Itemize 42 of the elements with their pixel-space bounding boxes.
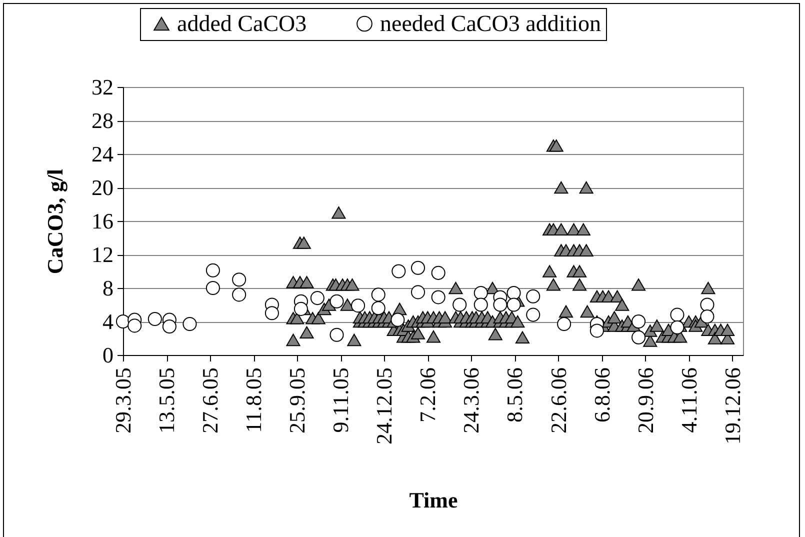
point xyxy=(162,320,176,334)
y-tick-label: 20 xyxy=(92,175,114,200)
point xyxy=(390,312,405,327)
x-tick-label: 19.12.06 xyxy=(720,368,745,444)
point xyxy=(182,317,197,332)
x-tick-label: 4.11.06 xyxy=(676,368,702,433)
x-tick-label: 27.6.05 xyxy=(198,368,223,434)
x-tick-label: 7.2.06 xyxy=(415,368,440,422)
x-tick-label: 24.3.06 xyxy=(458,368,484,434)
x-tick-label: 6.8.06 xyxy=(589,368,614,422)
x-tick-label: 8.5.06 xyxy=(502,368,528,422)
y-tick-label: 8 xyxy=(102,276,114,300)
y-tick-label: 0 xyxy=(102,342,114,368)
y-tick-label: 24 xyxy=(92,142,114,166)
point xyxy=(700,309,714,324)
point xyxy=(206,280,220,296)
legend-label: added CaCO3 xyxy=(177,10,307,36)
x-tick-label: 20.9.06 xyxy=(632,368,658,434)
x-tick-label: 22.6.06 xyxy=(546,368,571,434)
y-tick-label: 28 xyxy=(92,108,114,133)
legend-label: needed CaCO3 addition xyxy=(380,10,602,36)
y-tick-label: 4 xyxy=(102,309,114,334)
point xyxy=(506,298,521,312)
point xyxy=(632,314,646,329)
x-tick-label: 29.3.05 xyxy=(110,368,136,434)
point xyxy=(264,306,279,320)
x-tick-label: 25.9.05 xyxy=(284,368,310,434)
point xyxy=(670,320,684,334)
x-axis-title: Time xyxy=(409,488,458,512)
x-tick-label: 11.8.05 xyxy=(241,368,266,433)
point xyxy=(128,318,142,333)
y-axis-title: CaCO3, g/l xyxy=(42,168,68,274)
x-tick-label: 13.5.05 xyxy=(154,368,180,434)
y-tick-label: 16 xyxy=(92,208,114,234)
point xyxy=(590,324,604,338)
x-tick-label: 9.11.05 xyxy=(328,368,354,433)
y-tick-label: 32 xyxy=(92,74,114,100)
point xyxy=(148,312,162,326)
x-tick-label: 24.12.05 xyxy=(372,368,397,444)
y-tick-label: 12 xyxy=(92,242,114,267)
point xyxy=(294,302,308,316)
point xyxy=(493,298,508,312)
